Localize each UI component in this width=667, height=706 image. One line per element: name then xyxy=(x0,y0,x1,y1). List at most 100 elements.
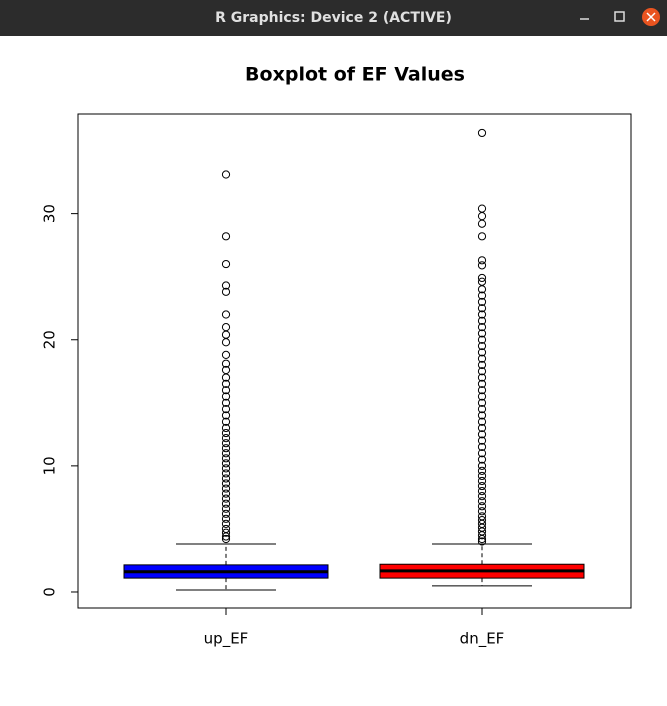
outlier xyxy=(221,439,231,448)
outlier xyxy=(477,304,487,313)
outlier xyxy=(221,428,231,438)
outlier xyxy=(221,310,231,319)
outlier xyxy=(477,386,487,395)
outlier xyxy=(477,497,487,506)
window-controls xyxy=(580,8,660,26)
outlier xyxy=(477,502,487,511)
outlier xyxy=(477,392,487,401)
outlier xyxy=(477,534,487,544)
outlier xyxy=(221,259,231,269)
y-tick-label: 30 xyxy=(41,204,59,223)
outlier xyxy=(477,507,487,516)
y-tick-label: 0 xyxy=(41,587,59,597)
outlier xyxy=(477,436,487,445)
outlier xyxy=(477,329,487,338)
outlier xyxy=(477,335,487,344)
outlier xyxy=(477,367,487,376)
outlier xyxy=(221,469,231,478)
outlier xyxy=(477,291,487,300)
chart-title: Boxplot of EF Values xyxy=(245,64,465,86)
outlier xyxy=(477,442,487,452)
x-tick-label: up_EF xyxy=(204,630,249,649)
outlier xyxy=(477,481,487,491)
outlier xyxy=(477,219,487,228)
outlier xyxy=(221,373,231,382)
outlier xyxy=(477,466,487,476)
outlier xyxy=(477,204,487,213)
close-button[interactable] xyxy=(642,8,660,26)
outlier xyxy=(221,398,231,407)
outlier xyxy=(477,531,487,540)
outlier xyxy=(221,444,231,453)
outlier xyxy=(221,281,231,290)
outlier xyxy=(221,434,231,443)
outlier xyxy=(477,430,487,439)
y-tick-label: 10 xyxy=(41,456,59,475)
outlier xyxy=(221,459,231,468)
outlier xyxy=(221,489,231,498)
title-bar: R Graphics: Device 2 (ACTIVE) xyxy=(0,0,667,36)
window-title: R Graphics: Device 2 (ACTIVE) xyxy=(215,10,452,26)
outlier xyxy=(221,405,231,414)
outlier xyxy=(477,256,487,265)
outlier xyxy=(477,341,487,351)
x-tick-label: dn_EF xyxy=(460,630,505,649)
outlier xyxy=(221,528,231,537)
outlier xyxy=(221,504,231,513)
outlier xyxy=(221,350,231,359)
outlier xyxy=(477,212,487,221)
outlier xyxy=(477,232,487,241)
outlier xyxy=(477,273,487,283)
outlier xyxy=(221,323,231,332)
outlier xyxy=(477,297,487,307)
outlier xyxy=(477,128,487,138)
outlier xyxy=(477,323,487,332)
plot-frame xyxy=(77,113,632,609)
outlier xyxy=(477,373,487,382)
outlier xyxy=(477,471,487,481)
outlier xyxy=(221,499,231,508)
outlier xyxy=(221,509,231,518)
outlier xyxy=(477,310,487,319)
outlier xyxy=(221,330,231,339)
outlier xyxy=(221,386,231,395)
outlier xyxy=(221,532,231,541)
outlier xyxy=(477,360,487,370)
outlier xyxy=(477,486,487,496)
outlier xyxy=(221,411,231,420)
outlier xyxy=(477,537,487,546)
outlier xyxy=(221,232,231,241)
outlier xyxy=(221,454,231,463)
outlier xyxy=(477,261,487,270)
outlier xyxy=(221,474,231,483)
outlier xyxy=(221,392,231,401)
outlier xyxy=(221,338,231,347)
outlier xyxy=(221,494,231,503)
outlier xyxy=(477,354,487,363)
outlier xyxy=(221,464,231,473)
outlier xyxy=(221,484,231,493)
outlier xyxy=(477,492,487,501)
outlier xyxy=(477,455,487,464)
outlier xyxy=(477,379,487,388)
outlier xyxy=(221,417,231,426)
outlier xyxy=(221,423,231,433)
outlier xyxy=(477,411,487,420)
outlier xyxy=(477,417,487,426)
outlier xyxy=(477,423,487,433)
outlier xyxy=(477,285,487,294)
outlier xyxy=(477,348,487,357)
outlier xyxy=(477,476,487,486)
outlier xyxy=(477,461,487,470)
outlier xyxy=(221,479,231,488)
outlier xyxy=(477,316,487,325)
maximize-button[interactable] xyxy=(614,11,625,22)
outlier xyxy=(221,359,231,368)
outlier xyxy=(221,379,231,388)
chart: Boxplot of EF Values 0 10 20 30 up_EF dn_EF xyxy=(41,64,632,649)
outlier xyxy=(221,287,231,296)
outlier xyxy=(221,534,231,544)
outlier xyxy=(477,398,487,407)
outlier xyxy=(221,449,231,458)
